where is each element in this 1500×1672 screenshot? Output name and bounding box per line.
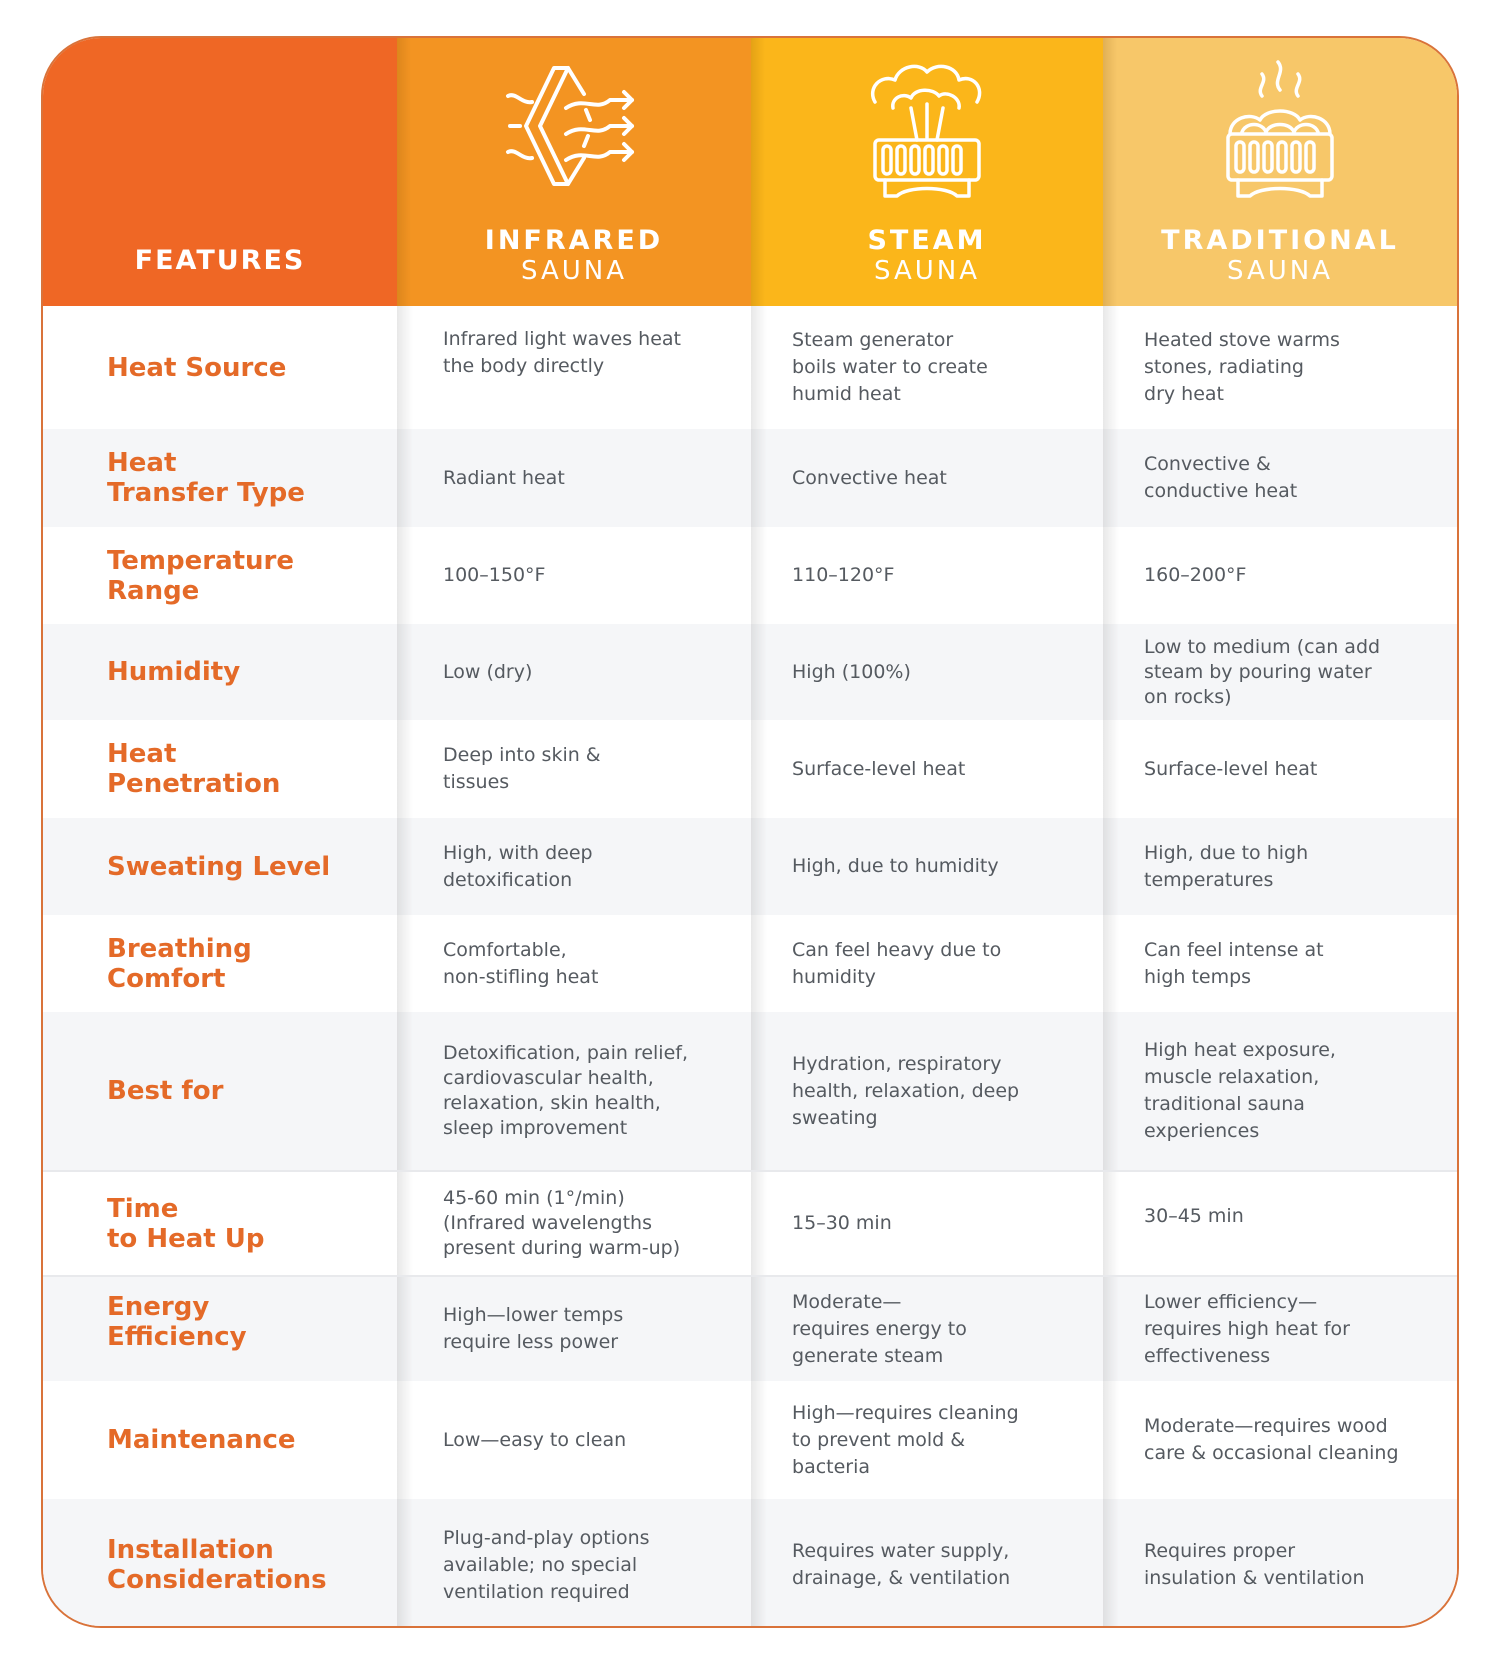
feature-label: Heat Penetration (107, 739, 281, 799)
feature-label: Energy Efficiency (107, 1292, 247, 1352)
table-row-sweating-level: Sweating Level High, with deep detoxific… (43, 818, 1457, 915)
infrared-value: High, with deep detoxification (397, 818, 751, 915)
feature-label: Heat Transfer Type (107, 448, 305, 508)
infrared-value: Deep into skin & tissues (397, 720, 751, 818)
traditional-value: Heated stove warms stones, radiating dry… (1103, 306, 1457, 429)
infrared-value: Low—easy to clean (397, 1381, 751, 1499)
steam-value: Convective heat (751, 429, 1103, 527)
infrared-value: 100–150°F (397, 527, 751, 624)
infrared-value: Infrared light waves heat the body direc… (397, 306, 751, 429)
feature-label: Heat Source (107, 352, 287, 383)
infrared-value: Low (dry) (397, 624, 751, 720)
table-header: FEATURES INFRARED SAUNA (43, 38, 1457, 306)
traditional-value: Can feel intense at high temps (1103, 915, 1457, 1012)
steam-value: 110–120°F (751, 527, 1103, 624)
steam-title: STEAM (867, 225, 987, 256)
traditional-value: High, due to high temperatures (1103, 818, 1457, 915)
infrared-waves-icon (506, 66, 634, 186)
infrared-subtitle: SAUNA (520, 256, 628, 286)
feature-label: Temperature Range (107, 545, 295, 606)
sauna-comparison-table: FEATURES INFRARED SAUNA (41, 36, 1459, 1628)
feature-label: Breathing Comfort (107, 933, 252, 994)
infrared-value: Comfortable, non-stifling heat (397, 915, 751, 1012)
header-traditional-sauna: TRADITIONAL SAUNA (1103, 38, 1457, 306)
table-row-humidity: Humidity Low (dry) High (100%) Low to me… (43, 624, 1457, 720)
feature-label: Time to Heat Up (107, 1193, 265, 1254)
traditional-value: Convective & conductive heat (1103, 429, 1457, 527)
feature-label: Best for (107, 1076, 224, 1106)
feature-label: Sweating Level (107, 851, 331, 882)
table-row-heat-penetration: Heat Penetration Deep into skin & tissue… (43, 720, 1457, 818)
steam-value: Hydration, respiratory health, relaxatio… (751, 1012, 1103, 1170)
table-row-installation-considerations: Installation Considerations Plug-and-pla… (43, 1499, 1457, 1626)
infrared-value: Plug-and-play options available; no spec… (397, 1499, 751, 1626)
infrared-value: 45-60 min (1°/min) (Infrared wavelengths… (397, 1172, 751, 1275)
feature-label: Maintenance (107, 1425, 296, 1455)
traditional-value: Requires proper insulation & ventilation (1103, 1499, 1457, 1626)
traditional-value: 160–200°F (1103, 527, 1457, 624)
traditional-value: High heat exposure, muscle relaxation, t… (1103, 1012, 1457, 1170)
traditional-value: Lower efficiency— requires high heat for… (1103, 1277, 1457, 1381)
header-features: FEATURES (43, 38, 397, 306)
steam-heater-icon (871, 64, 982, 198)
traditional-title: TRADITIONAL (1161, 225, 1399, 256)
header-steam-sauna: STEAM SAUNA (751, 38, 1103, 306)
table-row-heat-source: Heat Source Infrared light waves heat th… (43, 306, 1457, 429)
steam-value: High—requires cleaning to prevent mold &… (751, 1381, 1103, 1499)
feature-label: Humidity (107, 657, 241, 687)
table-row-time-to-heat-up: Time to Heat Up 45-60 min (1°/min) (Infr… (43, 1170, 1457, 1275)
table-row-heat-transfer-type: Heat Transfer Type Radiant heat Convecti… (43, 429, 1457, 527)
steam-value: High (100%) (751, 624, 1103, 720)
steam-value: Requires water supply, drainage, & venti… (751, 1499, 1103, 1626)
traditional-value: Surface-level heat (1103, 720, 1457, 818)
traditional-subtitle: SAUNA (1226, 256, 1334, 286)
features-heading: FEATURES (134, 245, 306, 276)
table-row-best-for: Best for Detoxification, pain relief, ca… (43, 1012, 1457, 1170)
steam-value: High, due to humidity (751, 818, 1103, 915)
table-body: Heat Source Infrared light waves heat th… (43, 306, 1457, 1626)
infrared-value: Radiant heat (397, 429, 751, 527)
steam-value: 15–30 min (751, 1172, 1103, 1275)
table-row-temperature-range: Temperature Range 100–150°F 110–120°F 16… (43, 527, 1457, 624)
table-row-breathing-comfort: Breathing Comfort Comfortable, non-stifl… (43, 915, 1457, 1012)
steam-subtitle: SAUNA (873, 256, 981, 286)
infrared-title: INFRARED (484, 225, 664, 256)
stone-stove-icon (1226, 60, 1334, 198)
feature-label: Installation Considerations (107, 1535, 327, 1595)
steam-value: Surface-level heat (751, 720, 1103, 818)
header-infrared-sauna: INFRARED SAUNA (397, 38, 751, 306)
traditional-value: 30–45 min (1103, 1172, 1457, 1275)
table-row-energy-efficiency: Energy Efficiency High—lower temps requi… (43, 1275, 1457, 1381)
infrared-value: High—lower temps require less power (397, 1277, 751, 1381)
infrared-value: Detoxification, pain relief, cardiovascu… (397, 1012, 751, 1170)
traditional-value: Moderate—requires wood care & occasional… (1103, 1381, 1457, 1499)
traditional-value: Low to medium (can add steam by pouring … (1103, 624, 1457, 720)
table-row-maintenance: Maintenance Low—easy to clean High—requi… (43, 1381, 1457, 1499)
steam-value: Can feel heavy due to humidity (751, 915, 1103, 1012)
steam-value: Steam generator boils water to create hu… (751, 306, 1103, 429)
steam-value: Moderate— requires energy to generate st… (751, 1277, 1103, 1381)
